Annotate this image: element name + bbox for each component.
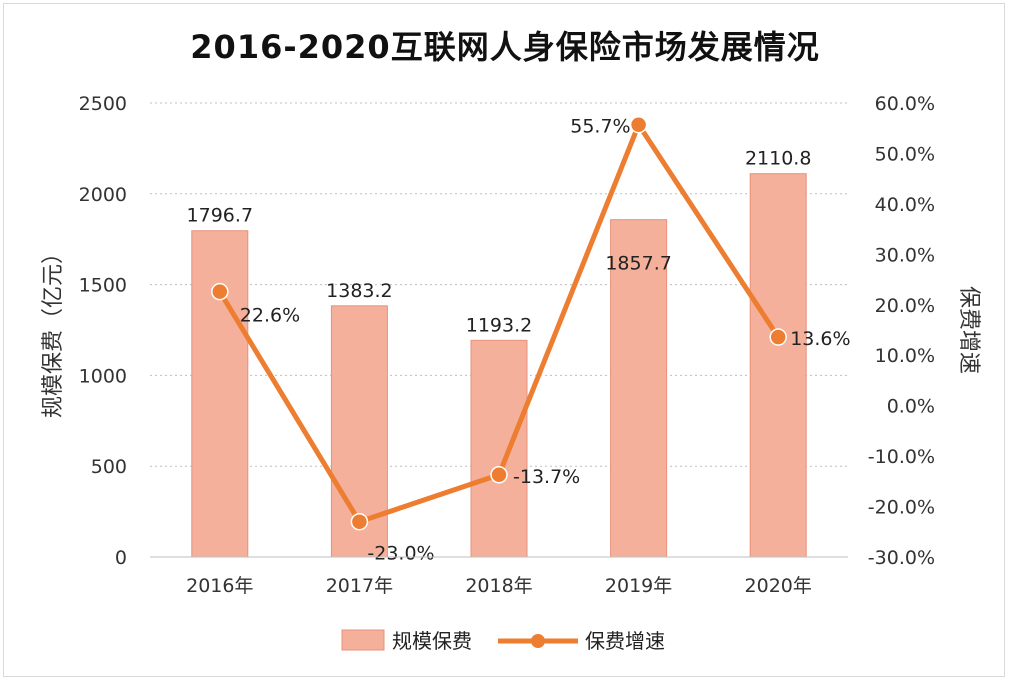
bar: [191, 230, 249, 558]
bar: [749, 173, 807, 558]
y2-tick-label: 50.0%: [875, 143, 935, 165]
y-tick-label: 1500: [79, 275, 127, 297]
y-axis-title: 规模保费（亿元）: [41, 242, 66, 418]
x-tick-label: 2016年: [186, 575, 253, 597]
y2-tick-label: 0.0%: [887, 396, 935, 418]
x-tick-label: 2019年: [605, 575, 672, 597]
bar: [470, 339, 528, 558]
y2-tick-label: -30.0%: [868, 547, 935, 569]
x-tick-label: 2018年: [465, 575, 532, 597]
y2-tick-label: -10.0%: [868, 446, 935, 468]
y2-tick-label: 40.0%: [875, 194, 935, 216]
line-point: [769, 328, 787, 346]
bar: [610, 219, 668, 558]
y2-tick-label: 10.0%: [875, 345, 935, 367]
x-tick-label: 2020年: [745, 575, 812, 597]
y2-tick-label: -20.0%: [868, 497, 935, 519]
line-data-label: 13.6%: [790, 328, 850, 350]
bar-data-label: 1796.7: [187, 205, 253, 227]
legend-swatch-bar: [341, 629, 385, 651]
y2-tick-label: 60.0%: [875, 93, 935, 115]
y2-tick-label: 20.0%: [875, 295, 935, 317]
chart-title: 2016-2020互联网人身保险市场发展情况: [190, 28, 820, 66]
line-series: [211, 115, 787, 531]
data-labels: 1796.7 1383.2 1193.2 1857.7 2110.8 22.6% -23.0…: [187, 116, 851, 565]
line-data-label: 55.7%: [570, 116, 630, 138]
y-tick-label: 2500: [79, 93, 127, 115]
bar-data-label: 1193.2: [466, 314, 532, 336]
y-tick-label: 0: [115, 547, 127, 569]
bar-data-label: 1857.7: [605, 253, 671, 275]
line-point: [350, 512, 369, 531]
y-tick-label: 500: [91, 456, 127, 478]
line-data-label: -13.7%: [513, 466, 580, 488]
line-point: [211, 282, 229, 301]
gridlines: [150, 102, 848, 467]
x-tick-label: 2017年: [326, 575, 393, 597]
legend: 规模保费 保费增速: [341, 629, 665, 653]
y2-axis-title: 保费增速: [956, 286, 981, 374]
bar-data-label: 1383.2: [326, 280, 392, 302]
y2-tick-label: 30.0%: [875, 244, 935, 266]
y-tick-label: 1000: [79, 365, 127, 387]
line-data-label: -23.0%: [367, 543, 434, 565]
y-tick-label: 2000: [79, 184, 127, 206]
line-point: [629, 115, 648, 134]
bar-series: [191, 173, 807, 558]
axes: 0 500 1000 1500 2000 2500 -30.0% -20.0% -10.0% 0.…: [41, 93, 981, 597]
legend-label-bar: 规模保费: [392, 629, 472, 653]
line-data-label: 22.6%: [240, 305, 300, 327]
legend-label-line: 保费增速: [585, 629, 665, 653]
line-point: [490, 466, 508, 484]
bar-data-label: 2110.8: [745, 148, 811, 170]
legend-swatch-marker: [531, 634, 545, 648]
